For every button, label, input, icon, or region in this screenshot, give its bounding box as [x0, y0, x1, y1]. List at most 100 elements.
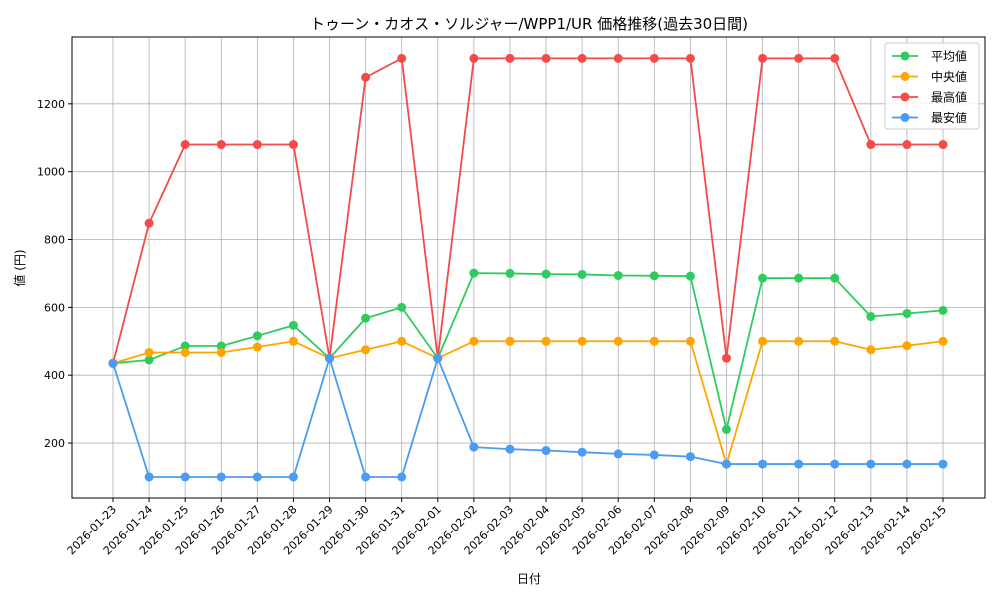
- data-point: [830, 336, 840, 346]
- y-tick-label: 600: [44, 301, 65, 314]
- legend-label: 最高値: [931, 90, 967, 105]
- data-point: [397, 336, 407, 346]
- data-point: [721, 353, 731, 363]
- x-axis: 2026-01-232026-01-242026-01-252026-01-26…: [65, 498, 949, 557]
- data-point: [613, 449, 623, 459]
- data-point: [794, 459, 804, 469]
- data-point: [288, 472, 298, 482]
- legend-marker-icon: [900, 51, 910, 61]
- data-point: [288, 336, 298, 346]
- plot-frame: [71, 36, 986, 499]
- data-point: [505, 53, 515, 63]
- data-point: [361, 472, 371, 482]
- data-point: [685, 271, 695, 281]
- data-point: [216, 341, 226, 351]
- data-point: [144, 472, 154, 482]
- data-point: [397, 53, 407, 63]
- data-point: [902, 140, 912, 150]
- data-point: [252, 331, 262, 341]
- data-point: [144, 355, 154, 365]
- data-point: [505, 336, 515, 346]
- data-point: [866, 345, 876, 355]
- data-point: [361, 313, 371, 323]
- data-point: [721, 424, 731, 434]
- y-tick-label: 1000: [37, 166, 65, 179]
- data-point: [144, 347, 154, 357]
- data-point: [180, 140, 190, 150]
- data-point: [108, 358, 118, 368]
- data-series: [108, 53, 948, 482]
- legend-label: 平均値: [931, 49, 967, 64]
- data-point: [252, 472, 262, 482]
- legend-item: 中央値: [892, 69, 967, 84]
- data-point: [577, 336, 587, 346]
- data-point: [613, 336, 623, 346]
- data-point: [685, 53, 695, 63]
- data-point: [433, 353, 443, 363]
- data-point: [866, 312, 876, 322]
- data-point: [541, 53, 551, 63]
- data-point: [216, 472, 226, 482]
- data-point: [361, 345, 371, 355]
- y-tick-label: 400: [44, 369, 65, 382]
- data-point: [758, 53, 768, 63]
- y-tick-label: 1200: [37, 98, 65, 111]
- data-point: [649, 336, 659, 346]
- data-point: [397, 472, 407, 482]
- grid-lines: [72, 37, 985, 498]
- data-point: [541, 269, 551, 279]
- data-point: [758, 273, 768, 283]
- data-point: [541, 446, 551, 456]
- data-point: [685, 452, 695, 462]
- data-point: [397, 302, 407, 312]
- data-point: [144, 218, 154, 228]
- data-point: [758, 336, 768, 346]
- data-point: [505, 444, 515, 454]
- data-point: [794, 273, 804, 283]
- data-point: [541, 336, 551, 346]
- data-point: [325, 353, 335, 363]
- data-point: [649, 271, 659, 281]
- data-point: [794, 336, 804, 346]
- data-point: [902, 459, 912, 469]
- series-line: [108, 353, 948, 482]
- legend-marker-icon: [900, 113, 910, 122]
- data-point: [938, 459, 948, 469]
- data-point: [758, 459, 768, 469]
- data-point: [469, 442, 479, 452]
- data-point: [252, 342, 262, 352]
- legend-item: 平均値: [892, 49, 967, 64]
- data-point: [866, 459, 876, 469]
- data-point: [649, 53, 659, 63]
- data-point: [577, 447, 587, 457]
- data-point: [830, 459, 840, 469]
- legend-item: 最安値: [892, 110, 967, 125]
- data-point: [902, 341, 912, 351]
- y-axis: 200 400 600 800 1000 1200: [37, 98, 72, 450]
- data-point: [938, 140, 948, 150]
- data-point: [938, 336, 948, 346]
- data-point: [505, 268, 515, 278]
- data-point: [830, 53, 840, 63]
- data-point: [577, 269, 587, 279]
- data-point: [469, 53, 479, 63]
- data-point: [180, 347, 190, 357]
- y-axis-label: 値 (円): [12, 249, 27, 286]
- data-point: [794, 53, 804, 63]
- legend-item: 最高値: [892, 90, 967, 105]
- data-point: [180, 341, 190, 351]
- data-point: [288, 140, 298, 150]
- data-point: [469, 336, 479, 346]
- data-point: [902, 308, 912, 318]
- y-tick-label: 200: [44, 437, 65, 450]
- data-point: [613, 270, 623, 280]
- legend-label: 中央値: [931, 69, 967, 84]
- data-point: [721, 459, 731, 469]
- y-tick-label: 800: [44, 234, 65, 247]
- series-line: [108, 53, 948, 368]
- series-line: [108, 336, 948, 469]
- data-point: [216, 140, 226, 150]
- data-point: [469, 268, 479, 278]
